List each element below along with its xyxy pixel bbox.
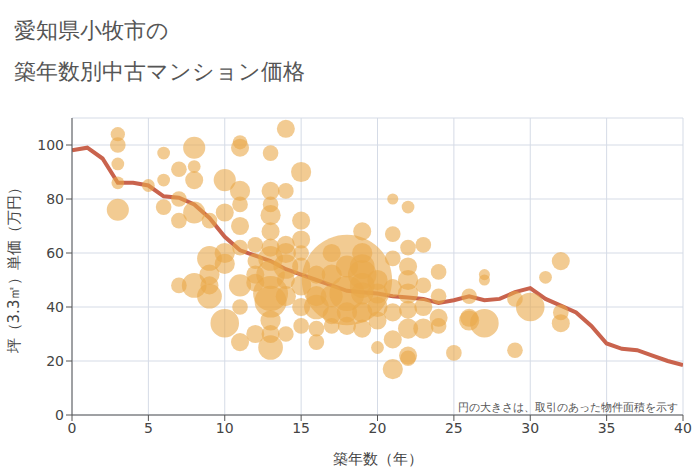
svg-text:80: 80 [46, 191, 64, 207]
svg-text:40: 40 [46, 299, 64, 315]
svg-text:坪（3.3㎡）単価（万円）: 坪（3.3㎡）単価（万円） [8, 180, 23, 355]
svg-text:0: 0 [55, 407, 64, 423]
svg-text:10: 10 [216, 420, 234, 436]
svg-text:40: 40 [674, 420, 692, 436]
svg-text:15: 15 [292, 420, 310, 436]
svg-text:100: 100 [37, 137, 64, 153]
svg-text:30: 30 [521, 420, 539, 436]
svg-text:築年数（年）: 築年数（年） [333, 450, 423, 468]
svg-text:0: 0 [68, 420, 77, 436]
svg-text:60: 60 [46, 245, 64, 261]
html-text:円の大きさは、取引のあった物件面積を示す: 円の大きさは、取引のあった物件面積を示す [458, 401, 678, 414]
svg-text:20: 20 [46, 353, 64, 369]
html-text:築年数別中古マンション価格: 築年数別中古マンション価格 [14, 59, 305, 84]
html-text:愛知県小牧市の: 愛知県小牧市の [14, 18, 169, 43]
svg-text:5: 5 [144, 420, 153, 436]
svg-text:35: 35 [598, 420, 616, 436]
svg-text:20: 20 [369, 420, 387, 436]
svg-text:25: 25 [445, 420, 463, 436]
